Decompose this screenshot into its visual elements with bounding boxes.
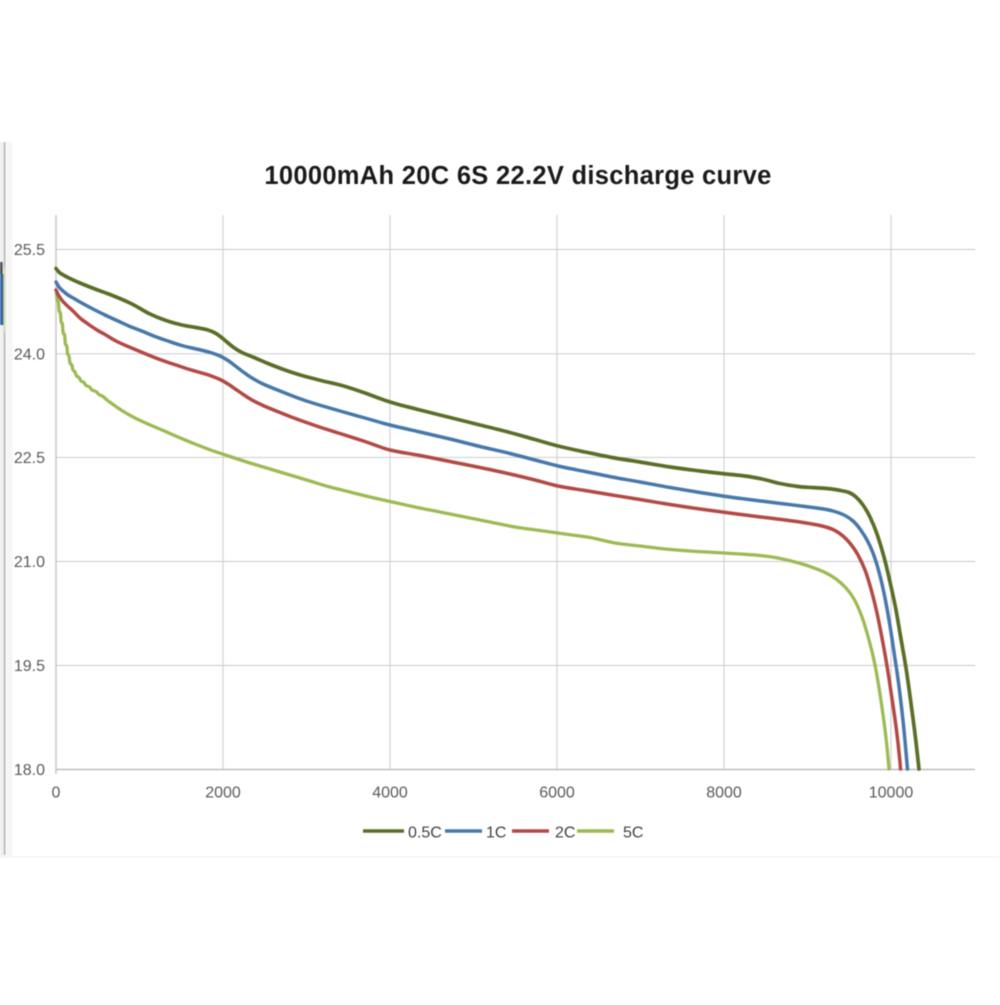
svg-text:8000: 8000 bbox=[706, 785, 742, 802]
svg-text:19.5: 19.5 bbox=[14, 658, 45, 675]
svg-text:0.5C: 0.5C bbox=[408, 825, 442, 842]
svg-text:6000: 6000 bbox=[539, 785, 575, 802]
svg-text:2C: 2C bbox=[555, 825, 575, 842]
svg-text:1C: 1C bbox=[486, 825, 506, 842]
svg-text:25.5: 25.5 bbox=[14, 242, 45, 259]
svg-text:5C: 5C bbox=[623, 825, 643, 842]
svg-text:10000mAh 20C 6S 22.2V discharg: 10000mAh 20C 6S 22.2V discharge curve bbox=[264, 162, 771, 190]
svg-text:0: 0 bbox=[52, 785, 61, 802]
svg-text:24.0: 24.0 bbox=[14, 346, 45, 363]
svg-text:10000: 10000 bbox=[869, 785, 914, 802]
svg-text:18.0: 18.0 bbox=[14, 762, 45, 779]
svg-text:21.0: 21.0 bbox=[14, 554, 45, 571]
svg-text:2000: 2000 bbox=[205, 785, 241, 802]
svg-text:22.5: 22.5 bbox=[14, 450, 45, 467]
svg-text:4000: 4000 bbox=[372, 785, 408, 802]
